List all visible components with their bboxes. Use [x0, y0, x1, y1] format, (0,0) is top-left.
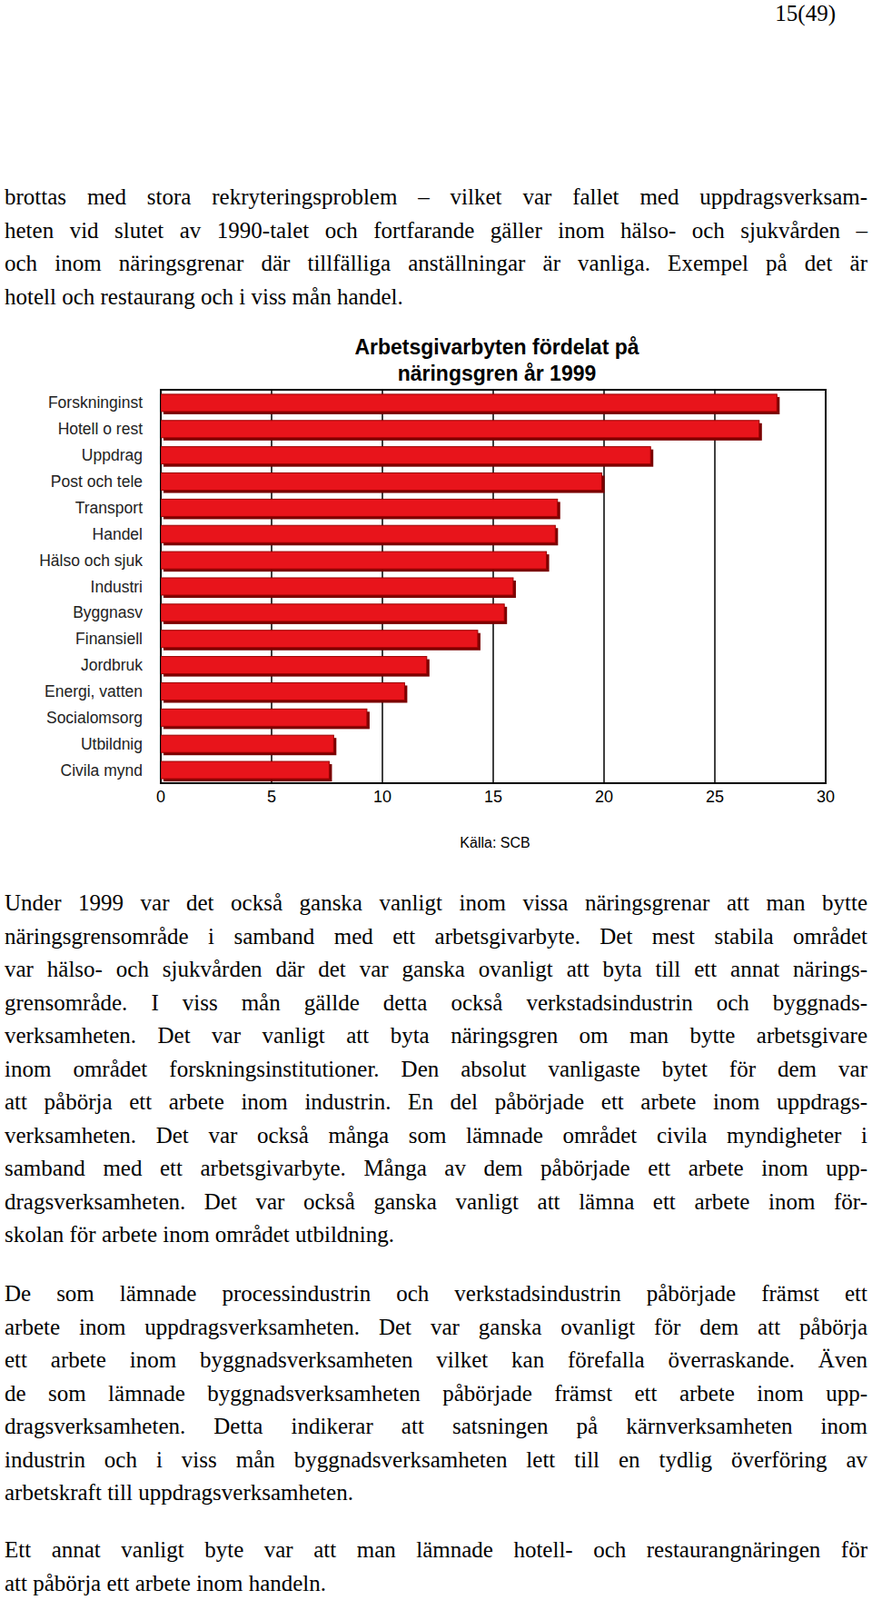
text-line: verksamheten. Det var också många som lä… [4, 1119, 868, 1153]
category-label: Civila mynd [60, 761, 143, 780]
category-label: Handel [92, 525, 143, 544]
grid-line [713, 389, 716, 783]
text-line: industrin och i viss mån byggnadsverksam… [4, 1443, 868, 1477]
category-label: Finansiell [75, 629, 143, 648]
plot-frame [160, 389, 826, 783]
bar [160, 420, 760, 438]
text-line: och inom näringsgrenar där tillfälliga a… [4, 247, 868, 281]
text-line: dragsverksamheten. Det var också ganska … [4, 1185, 868, 1219]
text-line: verksamheten. Det var vanligt att byta n… [4, 1019, 868, 1053]
tick-label: 20 [594, 787, 614, 806]
source-note: Källa: SCB [459, 834, 530, 851]
tick-label: 10 [373, 787, 392, 806]
text-line: grensområde. I viss mån gällde detta ock… [4, 986, 868, 1021]
text-line: skolan för arbete inom området utbildnin… [4, 1218, 868, 1252]
text-line: att påbörja ett arbete inom industrin. E… [4, 1085, 868, 1120]
category-label: Transport [75, 498, 143, 517]
bar [160, 682, 405, 700]
tick-label: 30 [816, 787, 835, 806]
text-line: De som lämnade processindustrin och verk… [4, 1277, 868, 1311]
category-label: Hälso och sjuk [39, 551, 143, 570]
paragraph: De som lämnade processindustrin och verk… [4, 1277, 868, 1510]
category-label: Forskninginst [48, 393, 143, 412]
bar [160, 656, 427, 674]
text-line: att påbörja ett arbete inom handeln. [4, 1566, 868, 1600]
text-line: Ett annat vanligt byte var att man lämna… [4, 1533, 868, 1567]
text-line: de som lämnade byggnadsverksamheten påbö… [4, 1377, 868, 1411]
category-label: Hotell o rest [58, 419, 144, 438]
category-label: Jordbruk [80, 655, 143, 674]
text-line: brottas med stora rekryteringsproblem – … [4, 180, 868, 215]
text-line: näringsgrensområde i samband med ett arb… [4, 920, 868, 954]
text-line: arbetskraft till uppdragsverksamheten. [4, 1476, 868, 1510]
bar [160, 473, 603, 491]
bar [160, 446, 651, 465]
text-line: arbete inom uppdragsverksamheten. Det va… [4, 1310, 868, 1345]
text-line: var hälso- och sjukvården där det var ga… [4, 952, 868, 987]
bar [160, 525, 555, 543]
category-label: Energi, vatten [44, 682, 143, 701]
bar [160, 498, 558, 516]
page-number: 15(49) [774, 0, 836, 28]
text-line: samband med ett arbetsgivarbyte. Många a… [4, 1151, 868, 1186]
category-label: Industri [90, 577, 143, 596]
text-line: Under 1999 var det också ganska vanligt … [4, 886, 868, 921]
tick-label: 25 [705, 787, 724, 806]
tick-label: 5 [267, 787, 277, 806]
category-label: Socialomsorg [46, 708, 143, 727]
paragraph: brottas med stora rekryteringsproblem – … [4, 180, 868, 314]
text-line: dragsverksamheten. Detta indikerar att s… [4, 1409, 868, 1444]
bar [160, 551, 547, 569]
text-line: ett arbete inom byggnadsverksamheten vil… [4, 1343, 868, 1378]
bar [160, 604, 505, 622]
category-label: Post och tele [50, 472, 143, 491]
tick-label: 0 [156, 787, 166, 806]
bar [160, 630, 478, 648]
text-line: hotell och restaurang och i viss mån han… [4, 280, 868, 315]
text-line: heten vid slutet av 1990-talet och fortf… [4, 214, 868, 248]
chart-title: Arbetsgivarbyten fördelat på näringsgren… [351, 334, 643, 387]
bar [160, 708, 367, 726]
chart: 0 5 10 15 20 25 30 Forskninginst Hotell o rest Up… [0, 0, 872, 1600]
bar [160, 577, 514, 595]
category-label: Uppdrag [81, 445, 143, 465]
tick-label: 15 [484, 787, 503, 806]
bar [160, 761, 329, 779]
category-label: Byggnasv [72, 603, 143, 622]
bar [160, 394, 777, 412]
text-line: inom området forskningsinstitutioner. De… [4, 1052, 868, 1087]
bar [160, 734, 334, 753]
category-label: Utbildnig [80, 734, 143, 754]
paragraph: Under 1999 var det också ganska vanligt … [4, 886, 868, 1252]
bars [160, 394, 780, 782]
paragraph: Ett annat vanligt byte var att man lämna… [4, 1533, 868, 1600]
